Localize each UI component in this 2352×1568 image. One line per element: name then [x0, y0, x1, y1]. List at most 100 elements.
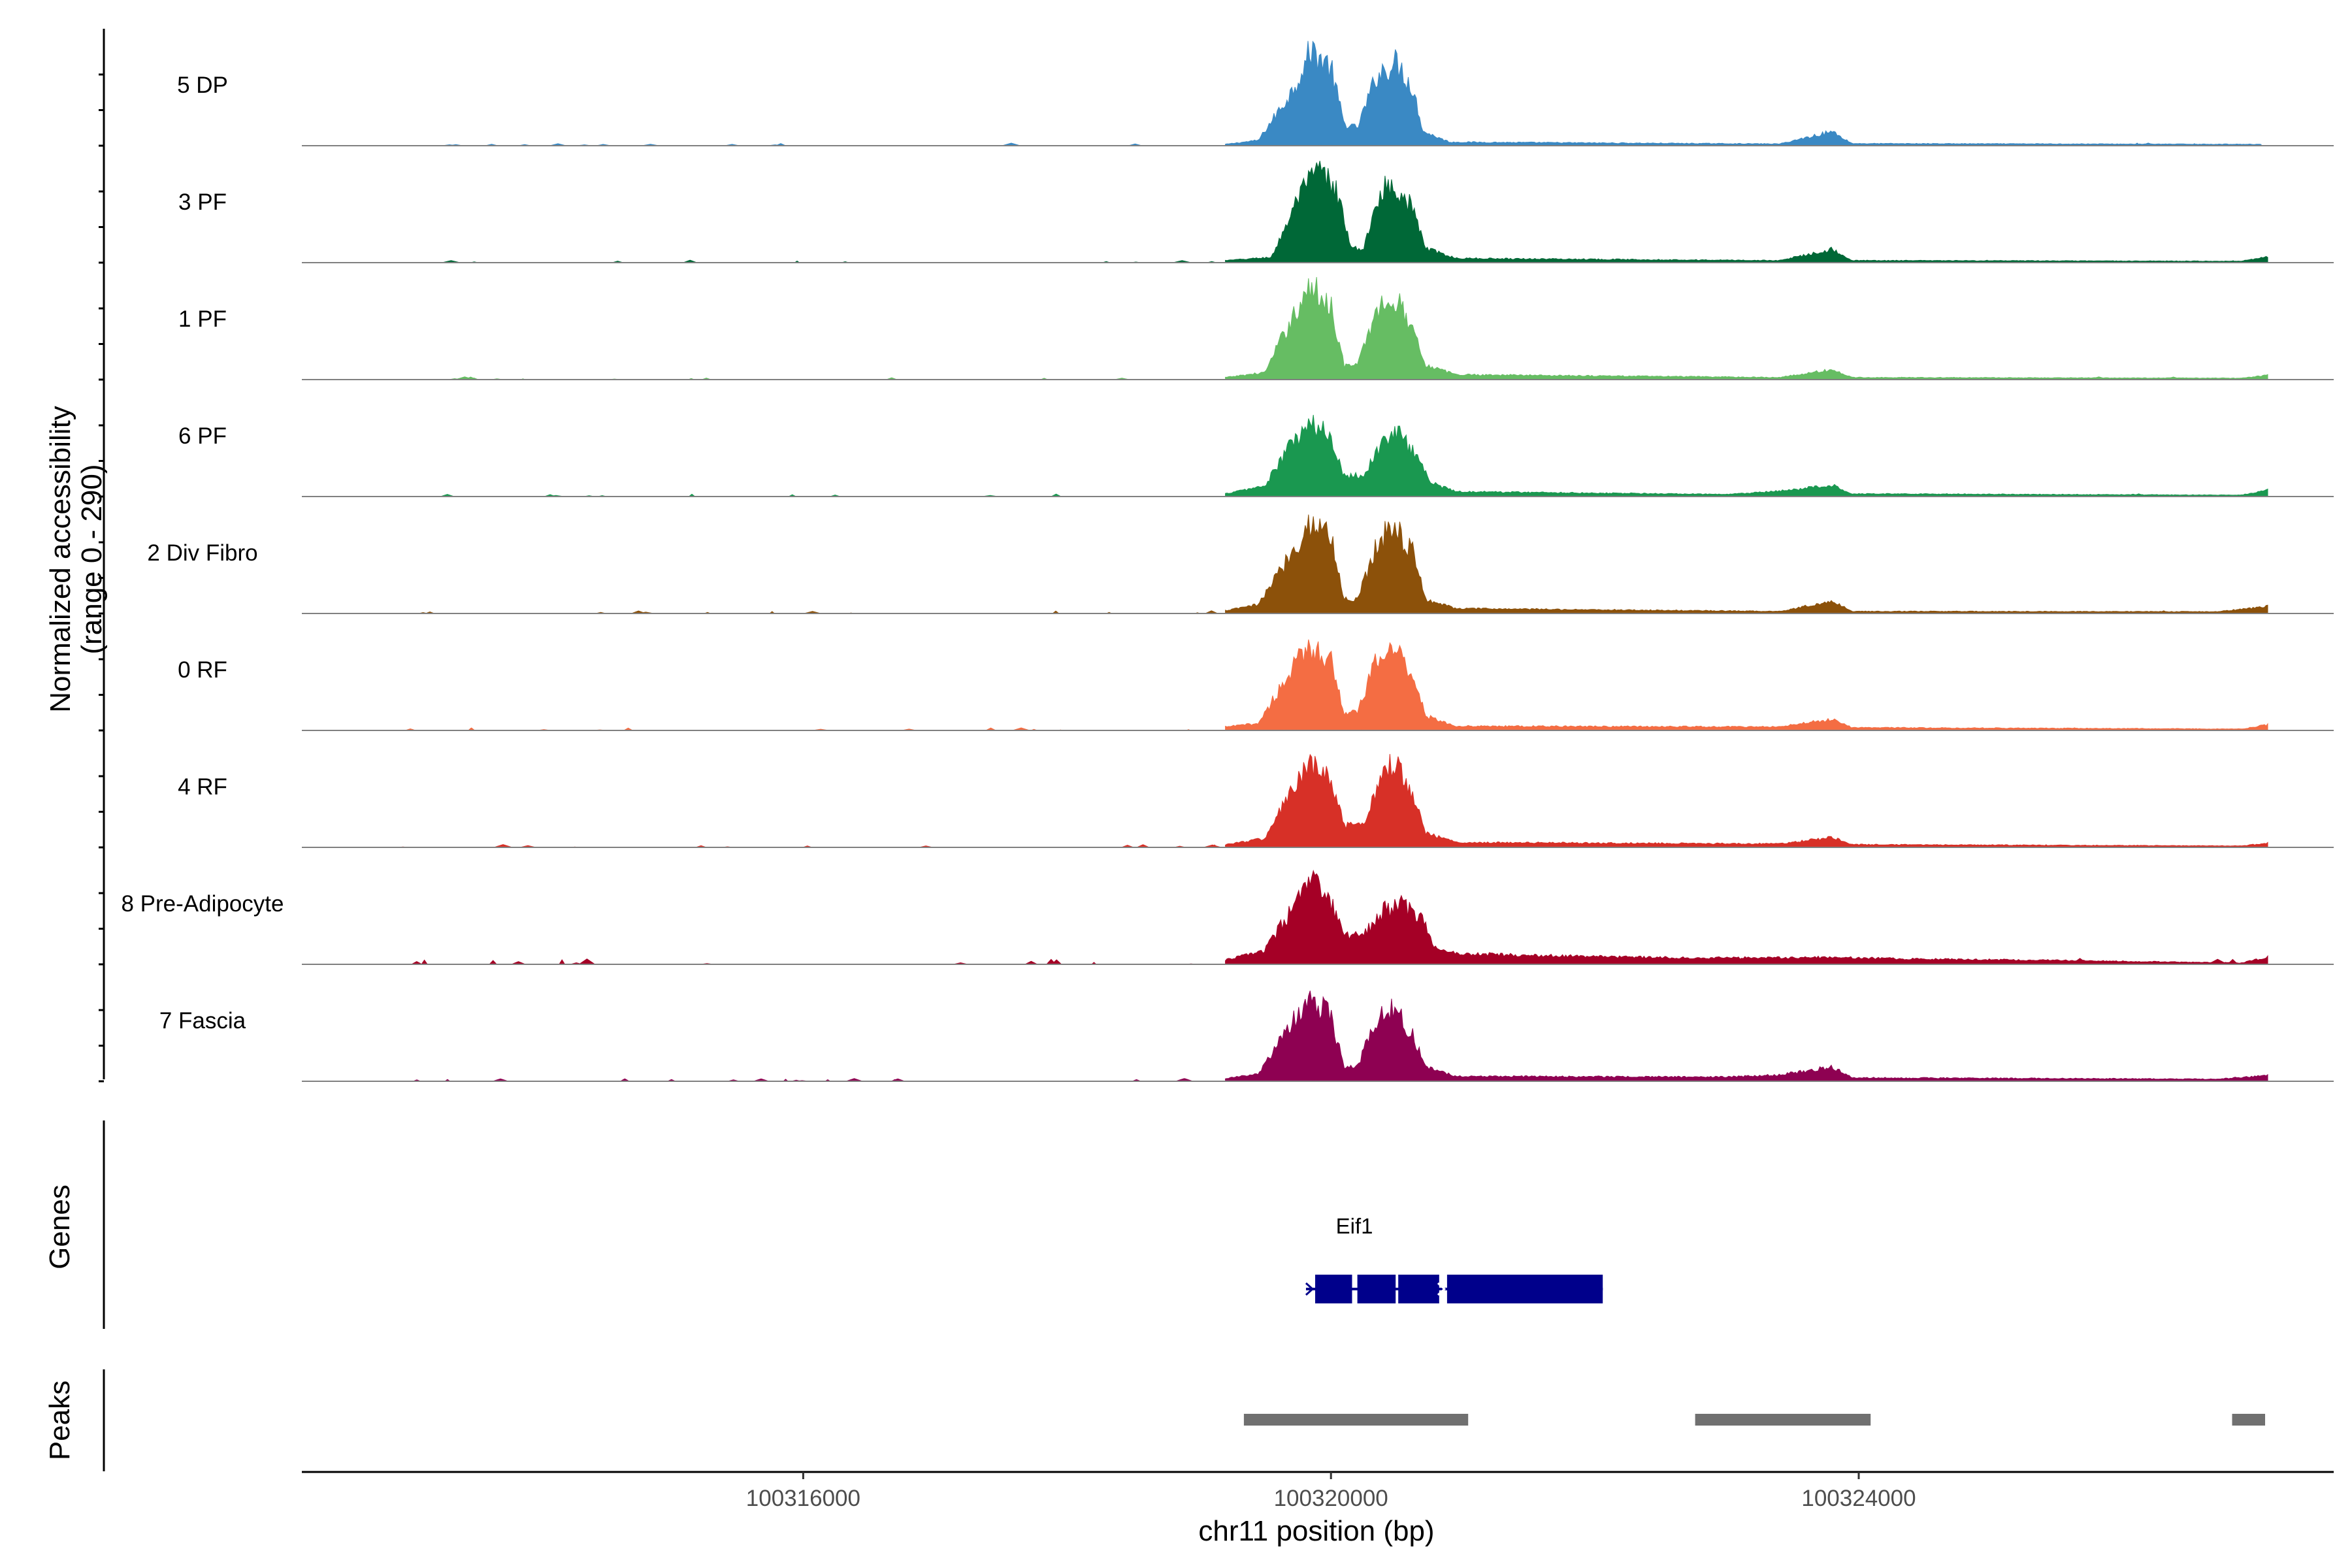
track-background-bump — [1239, 958, 1253, 964]
track-background-bump — [1880, 259, 1890, 263]
track-background-bump — [489, 960, 497, 964]
track-background-bump — [2132, 142, 2142, 146]
track-background-bump — [1776, 727, 1794, 730]
track-background-bump — [2227, 958, 2238, 964]
track-background-bump — [1854, 610, 1865, 613]
track-background-bump — [1705, 960, 1723, 964]
track-background-bump — [421, 959, 428, 964]
track-label: 3 PF — [178, 189, 227, 215]
track-background-bump — [1827, 376, 1840, 380]
track-signal — [1225, 161, 2268, 263]
track-label: 2 Div Fibro — [147, 540, 257, 566]
peak-region — [1243, 1414, 1469, 1426]
track-label: 1 PF — [178, 306, 227, 332]
track-signal — [1225, 277, 2268, 380]
track-background-bump — [1792, 1078, 1805, 1081]
track-background-bump — [510, 961, 527, 964]
track-background-bump — [1946, 376, 1962, 380]
track-background-bump — [1046, 958, 1056, 964]
x-tick-label: 100316000 — [746, 1486, 860, 1511]
track-background-bump — [2022, 844, 2042, 847]
track-background-bump — [845, 1078, 864, 1081]
gene-exon — [1398, 1275, 1439, 1303]
track-background-bump — [410, 961, 423, 964]
track-8-pre-adipocyte: 8 Pre-Adipocyte — [121, 870, 2334, 965]
x-tick-label: 100324000 — [1801, 1486, 1916, 1511]
track-label: 4 RF — [178, 774, 227, 800]
track-background-bump — [1313, 844, 1328, 847]
track-background-bump — [2157, 610, 2170, 613]
coverage-tracks: 5 DP 3 PF 1 PF 6 PF 2 Div Fibro 0 RF 4 RF 8 Pre… — [121, 41, 2334, 1082]
peaks-track — [1243, 1414, 2265, 1426]
track-background-bump — [1135, 844, 1151, 847]
gene-exon — [1446, 1275, 1603, 1303]
coverage-axis-ticks — [99, 73, 104, 1083]
track-background-bump — [1722, 259, 1728, 263]
track-background-bump — [1052, 610, 1060, 613]
track-label: 0 RF — [178, 657, 227, 683]
track-background-bump — [1984, 259, 1991, 263]
track-background-bump — [491, 1078, 510, 1081]
peak-region — [2232, 1414, 2265, 1426]
gene-exon — [1357, 1275, 1396, 1303]
track-background-bump — [890, 1078, 906, 1081]
track-background-bump — [752, 1078, 770, 1081]
track-background-bump — [688, 493, 696, 497]
track-background-bump — [1844, 727, 1856, 730]
coverage-axis-title-line1: Normalized accessibility — [44, 406, 76, 712]
track-label: 7 Fascia — [159, 1008, 246, 1034]
track-background-bump — [2207, 958, 2229, 964]
track-label: 6 PF — [178, 423, 227, 449]
x-axis-ticks: 100316000 100320000 100324000 — [746, 1472, 1916, 1511]
genes-track: Eif1 — [1305, 1214, 1603, 1303]
track-background-bump — [1024, 960, 1038, 964]
track-background-bump — [1458, 610, 1465, 613]
gene-eif1: Eif1 — [1305, 1214, 1603, 1303]
track-5-dp: 5 DP — [177, 41, 2334, 146]
track-background-bump — [493, 844, 514, 847]
track-background-bump — [1011, 727, 1031, 730]
track-background-bump — [1953, 844, 1967, 847]
track-4-rf: 4 RF — [178, 753, 2334, 848]
track-background-bump — [1202, 844, 1223, 847]
track-background-bump — [578, 958, 596, 964]
track-background-bump — [1411, 493, 1428, 497]
track-background-bump — [2070, 958, 2089, 964]
track-signal — [1225, 41, 2262, 146]
track-background-bump — [1263, 493, 1269, 497]
genes-panel-title: Genes — [44, 1184, 76, 1269]
strand-arrow-icon — [1437, 1282, 1446, 1296]
track-background-bump — [1050, 493, 1062, 497]
track-background-bump — [1204, 610, 1218, 613]
track-background-bump — [1455, 493, 1467, 497]
track-background-bump — [468, 727, 476, 730]
track-background-bump — [623, 727, 634, 730]
track-background-bump — [1927, 142, 1938, 146]
track-background-bump — [1174, 1078, 1194, 1081]
track-signal — [1225, 753, 2268, 848]
track-background-bump — [985, 727, 997, 730]
peaks-panel-title: Peaks — [44, 1380, 76, 1460]
track-background-bump — [1307, 960, 1326, 964]
track-background-bump — [1571, 727, 1592, 730]
track-label: 8 Pre-Adipocyte — [121, 891, 284, 917]
track-background-bump — [1379, 727, 1400, 730]
gene-label: Eif1 — [1336, 1214, 1373, 1238]
track-background-bump — [1368, 142, 1389, 146]
track-signal — [1225, 415, 2268, 497]
gene-exon — [1315, 1275, 1352, 1303]
track-background-bump — [1315, 142, 1336, 146]
track-3-pf: 3 PF — [178, 161, 2334, 263]
track-background-bump — [2042, 844, 2050, 847]
track-background-bump — [2123, 493, 2143, 497]
track-background-bump — [619, 1078, 630, 1081]
track-background-bump — [1795, 376, 1811, 380]
track-background-bump — [2140, 142, 2157, 146]
coverage-axis-title: Normalized accessibility (range 0 - 290) — [44, 406, 108, 712]
track-7-fascia: 7 Fascia — [159, 990, 2334, 1082]
track-background-bump — [559, 959, 566, 964]
track-signal — [1225, 514, 2268, 614]
track-background-bump — [1756, 960, 1764, 964]
track-label: 5 DP — [177, 73, 228, 98]
